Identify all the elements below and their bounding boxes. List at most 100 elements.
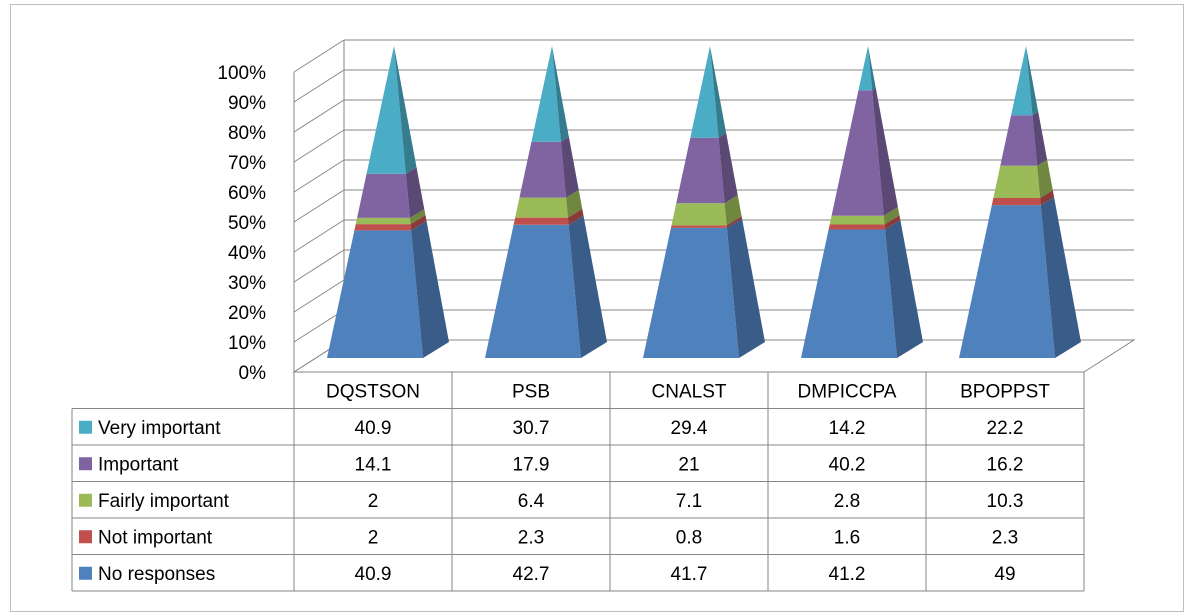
table-cell: 30.7 — [513, 418, 550, 439]
table-cell: 10.3 — [987, 491, 1024, 512]
side-gridline — [293, 309, 345, 343]
legend-swatch — [79, 457, 92, 471]
row-label: Fairly important — [98, 491, 230, 512]
pyramid-BPOPPST — [959, 46, 1081, 358]
pyramid-segment-side — [710, 46, 727, 138]
pyramid-segment-front — [959, 205, 1055, 358]
category-header: PSB — [512, 381, 550, 402]
table-cell: 14.2 — [829, 418, 866, 439]
table-cell: 16.2 — [987, 454, 1024, 475]
side-gridline — [293, 39, 345, 73]
pyramid-segment-front — [1000, 115, 1038, 166]
side-gridline — [293, 69, 345, 103]
y-tick-label: 90% — [228, 93, 266, 114]
y-tick-label: 70% — [228, 153, 266, 174]
y-tick-label: 80% — [228, 123, 266, 144]
pyramid-segment-front — [515, 197, 568, 218]
pyramid-segment-front — [671, 203, 727, 226]
table-cell: 2.3 — [992, 527, 1018, 548]
table-cell: 40.9 — [355, 564, 392, 585]
side-gridline — [293, 249, 345, 283]
legend-swatch — [79, 566, 92, 580]
table-cell: 1.6 — [834, 527, 860, 548]
y-tick-label: 100% — [217, 63, 266, 84]
pyramid-DQSTSON — [327, 46, 449, 358]
y-tick-label: 60% — [228, 183, 266, 204]
legend-swatch — [79, 530, 92, 544]
table-cell: 42.7 — [513, 564, 550, 585]
pyramids — [327, 46, 1081, 358]
legend-swatch — [79, 493, 92, 507]
pyramid-segment-front — [327, 230, 423, 358]
row-label: Not important — [98, 527, 213, 548]
y-axis-ticks: 0% 10% 20% 30% 40% 50% 60% 70% 80% 90% 100% — [217, 63, 266, 384]
pyramid-segment-side — [568, 215, 607, 358]
pyramid-segment-front — [828, 224, 886, 230]
pyramid-segment-front — [485, 224, 581, 358]
side-gridline — [293, 219, 345, 253]
pyramid-segment-side — [560, 136, 579, 198]
pyramid-segment-front — [513, 217, 569, 225]
pyramid-segment-front — [831, 90, 884, 216]
pyramid-segment-side — [1040, 196, 1081, 358]
table-cell: 40.9 — [355, 418, 392, 439]
pyramid-DMPICCPA — [801, 46, 923, 358]
pyramid-segment-side — [1032, 111, 1048, 166]
y-tick-label: 10% — [228, 333, 266, 354]
pyramid-segment-side — [883, 207, 900, 225]
pyramid-segment-front — [991, 197, 1041, 206]
table-cell: 17.9 — [513, 454, 550, 475]
table-cell: 14.1 — [355, 454, 392, 475]
pyramid-segment-side — [411, 220, 449, 358]
table-cell: 41.7 — [671, 564, 708, 585]
pyramid-segment-side — [405, 167, 425, 218]
category-header: CNALST — [652, 381, 727, 402]
legend-swatch — [79, 420, 92, 434]
table-cell: 40.2 — [829, 454, 866, 475]
pyramid-segment-front — [366, 46, 406, 174]
side-gridline — [293, 129, 345, 163]
pyramid-segment-front — [357, 173, 410, 218]
row-label: Very important — [98, 418, 221, 439]
pyramid-segment-side — [1040, 190, 1055, 206]
pyramid-segment-side — [884, 215, 901, 230]
pyramid-segment-side — [567, 208, 584, 225]
side-gridline — [293, 279, 345, 313]
pyramid-segment-front — [355, 217, 411, 225]
pyramid-segment-front — [676, 137, 725, 204]
table-cell: 2.3 — [518, 527, 544, 548]
pyramid-segment-front — [354, 224, 412, 231]
pyramid-segment-side — [1026, 46, 1039, 116]
y-tick-label: 30% — [228, 273, 266, 294]
pyramid-segment-front — [829, 215, 885, 225]
y-tick-label: 50% — [228, 213, 266, 234]
y-tick-label: 40% — [228, 243, 266, 264]
table-cell: 49 — [994, 564, 1015, 585]
table-cell: 22.2 — [987, 418, 1024, 439]
side-gridline — [293, 99, 345, 133]
data-table: DQSTSON PSB CNALST DMPICCPA BPOPPST Very impo… — [71, 371, 1085, 592]
pyramid-segment-side — [872, 88, 898, 216]
row-label: Important — [98, 454, 179, 475]
table-cell: 0.8 — [676, 527, 702, 548]
category-header: BPOPPST — [960, 381, 1050, 402]
pyramid-segment-front — [670, 225, 727, 228]
table-cell: 2.8 — [834, 491, 860, 512]
pyramid-segment-front — [690, 46, 719, 138]
pyramid-segment-front — [643, 227, 739, 358]
pyramid-segment-front — [801, 229, 897, 358]
pyramid-PSB — [485, 46, 607, 358]
pyramid-segment-front — [858, 46, 873, 91]
pyramid-segment-side — [410, 215, 427, 231]
pyramid-segment-side — [868, 46, 876, 91]
pyramid-segment-side — [1037, 159, 1053, 198]
pyramid-segment-front — [531, 46, 561, 142]
pyramid-segment-front — [519, 141, 567, 198]
table-cell: 21 — [678, 454, 699, 475]
side-gridline — [293, 159, 345, 193]
category-header: DMPICCPA — [798, 381, 897, 402]
pyramid-segment-side — [409, 209, 426, 225]
side-gridline — [293, 189, 345, 223]
table-cell: 29.4 — [671, 418, 708, 439]
